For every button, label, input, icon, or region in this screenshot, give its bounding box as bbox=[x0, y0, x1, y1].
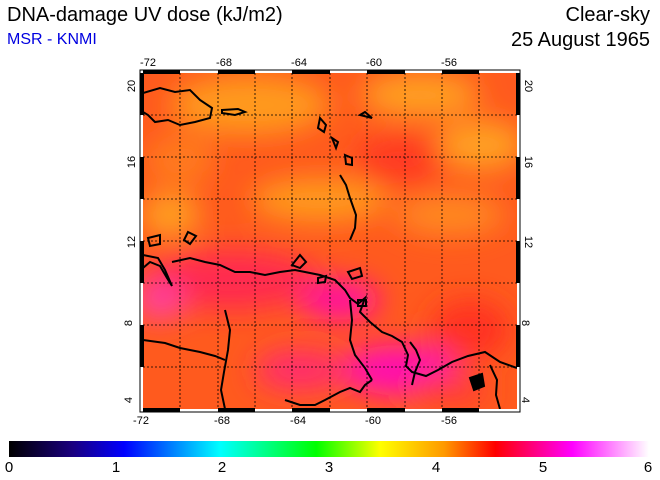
map-source: MSR - KNMI bbox=[7, 31, 97, 48]
colorbar-label: 1 bbox=[111, 459, 121, 476]
map-frame bbox=[139, 69, 521, 413]
lon-tick-top: -64 bbox=[291, 57, 307, 69]
colorbar-label: 5 bbox=[538, 459, 548, 476]
lon-tick-top: -56 bbox=[441, 57, 457, 69]
lon-tick-top: -68 bbox=[216, 57, 232, 69]
colorbar-label: 4 bbox=[431, 459, 441, 476]
lat-tick-left: 12 bbox=[126, 235, 139, 249]
colorbar-label: 0 bbox=[4, 459, 14, 476]
lat-tick-right: 8 bbox=[519, 319, 532, 327]
lat-tick-left: 4 bbox=[123, 396, 136, 404]
lon-tick-top: -60 bbox=[366, 57, 382, 69]
lat-tick-right: 20 bbox=[522, 79, 535, 93]
lat-tick-left: 16 bbox=[126, 155, 139, 169]
coastlines bbox=[143, 86, 517, 409]
colorbar-label: 2 bbox=[217, 459, 227, 476]
map-title: DNA-damage UV dose (kJ/m2) bbox=[7, 4, 283, 26]
sky-condition: Clear-sky bbox=[565, 4, 650, 26]
graticule bbox=[143, 73, 517, 409]
lat-tick-right: 4 bbox=[519, 396, 532, 404]
lon-tick-bottom: -64 bbox=[290, 415, 306, 427]
colorbar-label: 6 bbox=[643, 459, 653, 476]
lon-tick-bottom: -56 bbox=[441, 415, 457, 427]
lat-tick-left: 8 bbox=[123, 319, 136, 327]
colorbar bbox=[9, 441, 649, 457]
lon-tick-top: -72 bbox=[140, 57, 156, 69]
lat-tick-left: 20 bbox=[126, 79, 139, 93]
lat-tick-right: 12 bbox=[522, 235, 535, 249]
map-date: 25 August 1965 bbox=[510, 29, 650, 51]
lon-tick-bottom: -68 bbox=[214, 415, 230, 427]
lon-tick-bottom: -72 bbox=[133, 415, 149, 427]
lon-tick-bottom: -60 bbox=[365, 415, 381, 427]
lat-tick-right: 16 bbox=[522, 155, 535, 169]
colorbar-label: 3 bbox=[324, 459, 334, 476]
